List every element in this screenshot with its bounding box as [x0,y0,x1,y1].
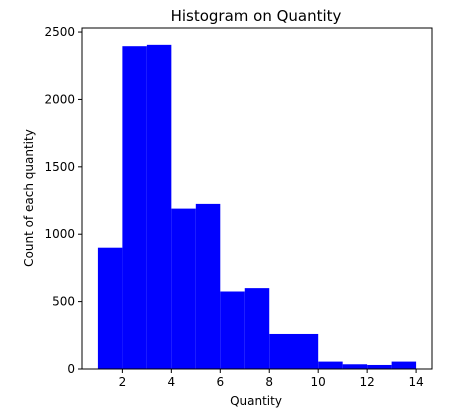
y-tick-label-4: 2000 [44,92,75,106]
y-axis-ticks: 0 500 1000 1500 2000 2500 [44,25,82,376]
histogram-bar-6 [244,288,270,369]
y-tick-label-3: 1500 [44,160,75,174]
histogram-bar-0 [97,247,123,369]
histogram-bar-10 [367,364,392,369]
x-tick-label-6: 14 [408,375,423,389]
chart-title: Histogram on Quantity [171,7,342,25]
y-tick-label-5: 2500 [44,25,75,39]
histogram-bar-9 [342,364,368,369]
histogram-bar-5 [220,291,245,369]
y-tick-label-2: 1000 [44,227,75,241]
histogram-bar-11 [391,361,417,369]
histogram-bar-2 [146,44,172,369]
bars-group [97,44,417,369]
y-axis-label: Count of each quantity [22,129,36,267]
x-axis-label: Quantity [230,394,282,408]
histogram-bar-7 [269,333,319,369]
x-tick-label-3: 8 [265,375,273,389]
x-tick-label-2: 6 [216,375,224,389]
histogram-bar-4 [195,203,221,369]
x-tick-label-4: 10 [311,375,326,389]
y-tick-label-0: 0 [67,362,75,376]
x-axis-ticks: 2 4 6 8 10 12 14 [119,369,424,389]
x-tick-label-5: 12 [359,375,374,389]
y-tick-label-1: 500 [52,295,75,309]
histogram-bar-8 [318,361,343,369]
histogram-bar-1 [122,46,147,369]
x-tick-label-0: 2 [119,375,127,389]
plot-frame [81,27,433,370]
x-tick-label-1: 4 [168,375,176,389]
histogram-bar-3 [171,208,196,369]
